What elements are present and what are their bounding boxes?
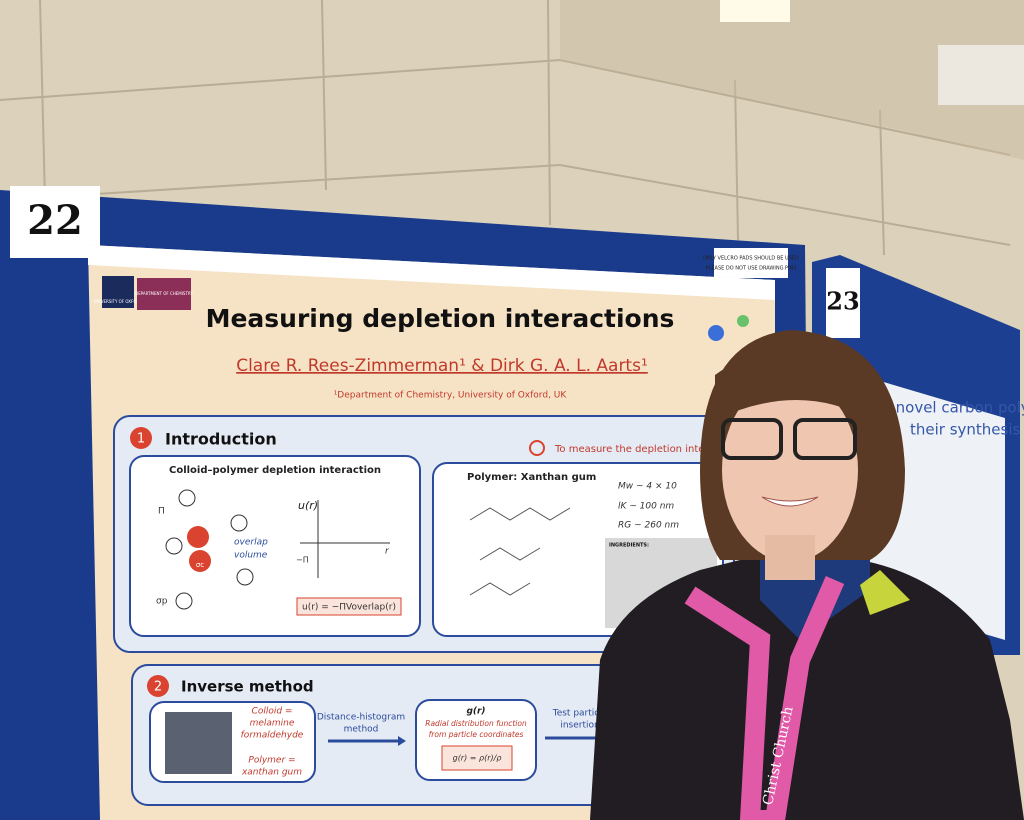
result-text: from particle coordinates — [429, 730, 524, 739]
tile-line — [0, 59, 561, 101]
smile — [761, 496, 819, 507]
diagram-label: σc — [196, 561, 204, 569]
box-title: Polymer: Xanthan gum — [467, 472, 596, 483]
microscopy-image — [165, 712, 232, 774]
chemistry-logo — [137, 278, 191, 310]
logo-text: UNIVERSITY OF OXFORD — [94, 299, 143, 304]
section-number-badge — [147, 675, 169, 697]
poster-title: Measuring depletion interactions — [206, 304, 675, 333]
result-title: g(r) — [466, 707, 485, 717]
polymer-property: lK ~ 100 nm — [618, 502, 674, 512]
section-number: 1 — [137, 432, 145, 447]
tile-line — [734, 79, 739, 241]
section-title: Introduction — [165, 430, 277, 449]
diagram-label: −Π — [296, 556, 309, 565]
tile-line — [559, 164, 1011, 246]
sensor-box — [938, 45, 1024, 105]
colloid — [187, 526, 209, 548]
ceiling-shadow — [560, 0, 1024, 160]
polymer-coil — [230, 514, 248, 532]
colloid-text: Colloid = — [252, 707, 293, 717]
poster-authors: Clare R. Rees-Zimmerman¹ & Dirk G. A. L.… — [236, 356, 648, 376]
box-title: Colloid–polymer depletion interaction — [169, 465, 381, 476]
polymer-coil — [178, 489, 196, 507]
tile-line — [547, 0, 551, 226]
sub-box — [129, 455, 421, 637]
glasses — [793, 418, 857, 460]
tile-line — [879, 109, 885, 256]
arrow-label: insertion — [560, 721, 599, 731]
tile-line — [39, 0, 46, 201]
poster-top-strip — [88, 245, 775, 300]
equation-box — [296, 597, 402, 616]
section-number: 2 — [154, 680, 162, 695]
dot — [737, 315, 749, 327]
molecule-sketch — [469, 507, 571, 596]
notice-text: PLEASE DO NOT USE DRAWING PINS — [706, 266, 797, 272]
board-number: 22 — [27, 197, 83, 244]
neighbour-title: their synthesis — [910, 421, 1021, 439]
fleece-jacket — [590, 555, 1024, 820]
polymer-coil — [165, 537, 183, 555]
dot — [708, 325, 724, 341]
neck — [765, 535, 815, 580]
polymer-text: xanthan gum — [241, 768, 302, 778]
diagram-label: volume — [234, 551, 268, 561]
polymer-coil — [175, 592, 193, 610]
ceiling-light — [720, 0, 790, 22]
board-number: 23 — [826, 287, 859, 316]
diagram-label: Π — [158, 507, 165, 517]
ingredients-heading: INGREDIENTS: — [609, 543, 649, 549]
notice-card — [714, 248, 788, 278]
lanyard — [684, 575, 845, 820]
colloid-text: melamine — [250, 719, 295, 729]
section-number-badge — [130, 427, 152, 449]
equation: g(r) = ρ(r)/ρ — [453, 754, 502, 763]
fringe — [715, 352, 880, 420]
tile-line — [321, 0, 327, 191]
tile-line — [559, 59, 1011, 156]
oxford-logo — [102, 276, 134, 308]
polymer-coil — [236, 568, 254, 586]
polymer-property: Mw ~ 4 × 10 — [618, 482, 677, 492]
colloid-text: formaldehyde — [241, 731, 304, 741]
diagram-label: r — [385, 547, 390, 557]
collar-accent — [860, 570, 910, 615]
diagram-label: u(r) — [298, 499, 318, 512]
equation: u(r) = −ΠVoverlap(r) — [302, 603, 396, 613]
board-number-card — [826, 268, 860, 338]
face — [722, 378, 858, 562]
section-title: Inverse method — [181, 678, 314, 696]
polymer-text: Polymer = — [248, 756, 295, 766]
board-number-card — [10, 186, 100, 258]
poster-affiliation: ¹Department of Chemistry, University of … — [334, 391, 568, 401]
equation-box — [441, 745, 513, 771]
arrow-label: method — [344, 725, 379, 735]
diagram-label: overlap — [234, 538, 268, 548]
section-aim: To measure the depletion interactio — [554, 444, 733, 455]
logo-text: DEPARTMENT OF CHEMISTRY — [135, 291, 193, 296]
notice-text: ONLY VELCRO PADS SHOULD BE USED — [703, 256, 799, 262]
result-text: Radial distribution function — [425, 719, 527, 728]
arrow-label: Test particle — [552, 709, 608, 719]
colloid — [189, 550, 211, 572]
arrow-head — [398, 736, 406, 746]
target-icon — [529, 440, 545, 456]
glasses — [721, 418, 783, 460]
neighbour-title: s: novel carbon polymorphs — [878, 399, 1024, 417]
diagram-label: σp — [156, 597, 168, 607]
arrow-label: Distance-histogram — [317, 713, 405, 723]
polymer-property: RG ~ 260 nm — [618, 521, 679, 531]
